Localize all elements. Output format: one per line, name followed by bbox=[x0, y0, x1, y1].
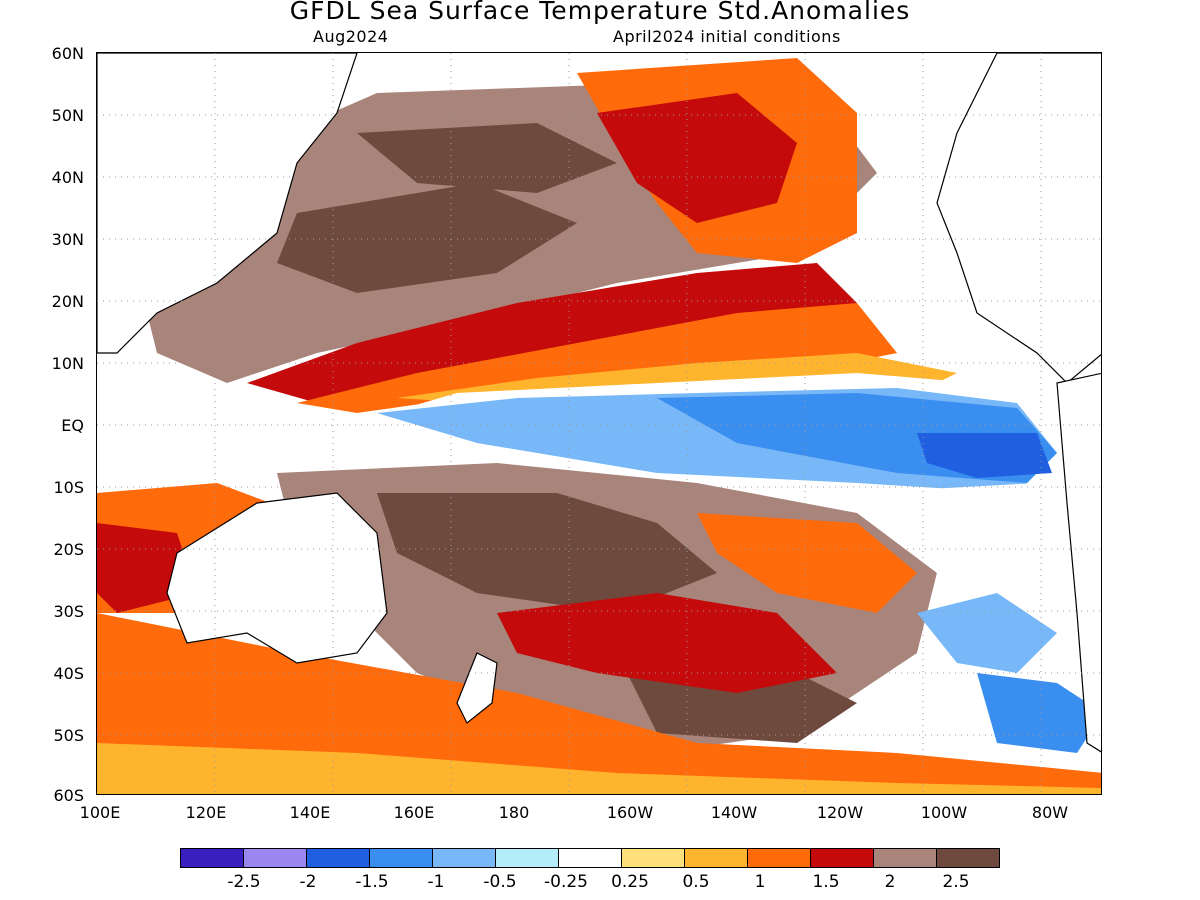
colorbar-label: 1.5 bbox=[812, 872, 840, 892]
colorbar-cell bbox=[621, 848, 685, 868]
colorbar-label: -1 bbox=[427, 872, 445, 892]
colorbar-cell bbox=[432, 848, 496, 868]
subtropical-orange-band bbox=[297, 303, 897, 413]
colorbar-cell bbox=[810, 848, 874, 868]
lat-label: 20S bbox=[53, 540, 84, 559]
north-pacific-dark-brown-2 bbox=[357, 123, 617, 193]
colorbar-label: -2 bbox=[299, 872, 317, 892]
lon-label: 120W bbox=[816, 803, 864, 822]
se-pacific-blue-patches-2 bbox=[977, 673, 1101, 753]
lat-label: 30S bbox=[53, 602, 84, 621]
lon-label: 140W bbox=[710, 803, 758, 822]
lon-label: 120E bbox=[185, 803, 227, 822]
lon-label: 160E bbox=[393, 803, 435, 822]
colorbar-label: 2.5 bbox=[942, 872, 970, 892]
north-pacific-dark-brown bbox=[277, 183, 577, 293]
lat-label: 50N bbox=[51, 106, 84, 125]
colorbar-label: 0.25 bbox=[611, 872, 649, 892]
lat-label: 60S bbox=[53, 786, 84, 805]
colorbar-cell bbox=[243, 848, 307, 868]
lon-label: 100E bbox=[79, 803, 121, 822]
lat-label: 10N bbox=[51, 354, 84, 373]
lat-label: 50S bbox=[53, 726, 84, 745]
ne-pacific-red bbox=[597, 93, 797, 223]
colorbar-label: 2 bbox=[884, 872, 896, 892]
lon-label: 160W bbox=[606, 803, 654, 822]
colorbar-cell bbox=[180, 848, 244, 868]
lat-label: 40S bbox=[53, 664, 84, 683]
subtropical-red-band bbox=[247, 263, 857, 403]
colorbar-cell bbox=[684, 848, 748, 868]
colorbar-label: -1.5 bbox=[355, 872, 389, 892]
lat-label: EQ bbox=[61, 416, 84, 435]
south-pacific-red bbox=[497, 593, 837, 693]
anomaly-map bbox=[96, 52, 1102, 795]
colorbar-cell bbox=[369, 848, 433, 868]
lat-label: 40N bbox=[51, 168, 84, 187]
colorbar-label: 1 bbox=[754, 872, 766, 892]
colorbar-label: -0.5 bbox=[483, 872, 517, 892]
colorbar-label: 0.5 bbox=[682, 872, 710, 892]
north-america-land bbox=[936, 53, 1101, 384]
colorbar-cell bbox=[936, 848, 1000, 868]
chart-title: GFDL Sea Surface Temperature Std.Anomali… bbox=[289, 0, 911, 25]
lat-label: 30N bbox=[51, 230, 84, 249]
southern-ocean-yellow bbox=[97, 743, 1101, 794]
colorbar bbox=[180, 848, 1000, 868]
lat-label: 10S bbox=[53, 478, 84, 497]
colorbar-cell bbox=[306, 848, 370, 868]
se-pacific-blue-patches bbox=[917, 593, 1057, 673]
lon-label: 140E bbox=[289, 803, 331, 822]
lon-label: 80W bbox=[1031, 803, 1069, 822]
colorbar-cell bbox=[495, 848, 559, 868]
lon-label: 180 bbox=[498, 803, 530, 822]
anomaly-field bbox=[97, 53, 1101, 794]
forecast-month: Aug2024 bbox=[313, 27, 389, 46]
south-pacific-orange bbox=[697, 513, 917, 613]
australia-land bbox=[166, 492, 388, 664]
colorbar-label: -2.5 bbox=[227, 872, 261, 892]
colorbar-label: -0.25 bbox=[544, 872, 588, 892]
asia-land bbox=[97, 53, 358, 354]
colorbar-cell bbox=[558, 848, 622, 868]
south-america-land bbox=[1056, 372, 1101, 753]
southern-ocean-orange bbox=[97, 613, 1101, 794]
colorbar-cell bbox=[747, 848, 811, 868]
lat-label: 60N bbox=[51, 44, 84, 63]
cold-tongue-core bbox=[917, 433, 1052, 478]
lon-label: 100W bbox=[920, 803, 968, 822]
colorbar-cell bbox=[873, 848, 937, 868]
new-zealand-land bbox=[456, 652, 498, 724]
initial-conditions: April2024 initial conditions bbox=[613, 27, 841, 46]
lat-label: 20N bbox=[51, 292, 84, 311]
south-pacific-dark-brown bbox=[377, 493, 717, 613]
